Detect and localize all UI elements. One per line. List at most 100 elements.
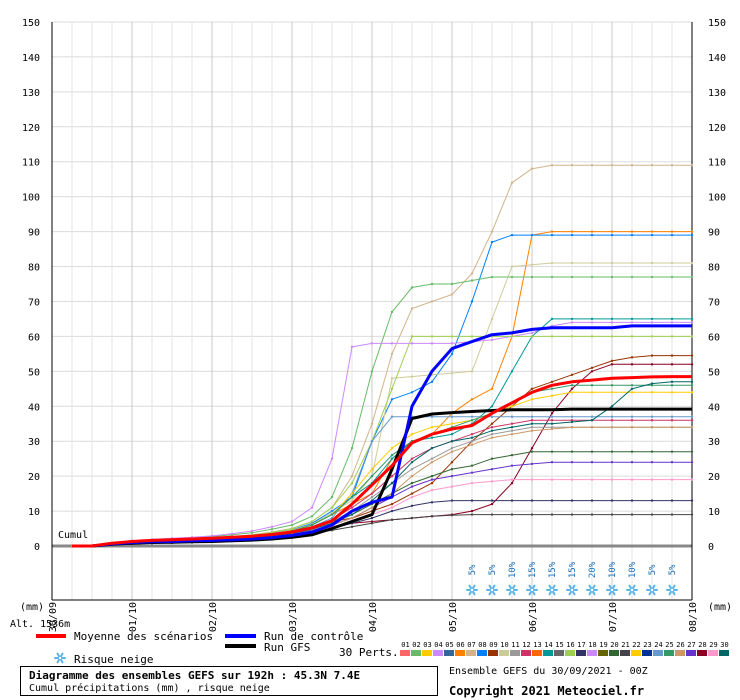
pert-swatch (686, 650, 696, 656)
series-point (490, 457, 494, 460)
series-point (430, 300, 434, 303)
chart-subtitle: Cumul précipitations (mm) , risque neige (29, 683, 270, 694)
series-point (450, 474, 454, 478)
x-tick-label: 03/10 (288, 602, 299, 632)
pert-swatch (642, 650, 652, 656)
series-point (610, 261, 614, 265)
series-point (650, 478, 654, 481)
series-point (450, 440, 454, 443)
series-point (590, 230, 594, 233)
y-tick-label-right: 40 (708, 402, 720, 413)
series-point (430, 515, 434, 518)
pert-number: 16 (566, 641, 574, 649)
pert-number: 25 (665, 641, 673, 649)
series-point (410, 492, 414, 495)
series-point (550, 460, 554, 464)
pert-swatch (675, 650, 685, 656)
series-point (630, 450, 634, 453)
series-point (590, 460, 594, 464)
pert-swatch (422, 650, 432, 656)
series-point (450, 371, 454, 375)
series-point (370, 440, 374, 443)
series-point (530, 415, 534, 418)
series-point (410, 286, 414, 289)
pert-swatch (653, 650, 663, 656)
series-point (650, 230, 654, 233)
series-point (430, 474, 434, 478)
series-point (570, 391, 574, 394)
series-point (510, 335, 514, 338)
series-point (490, 436, 494, 439)
series-point (650, 335, 654, 338)
series-point (570, 261, 574, 265)
series-point (610, 317, 614, 321)
y-tick-label-right: 80 (708, 263, 720, 274)
series-point (550, 426, 554, 429)
series-point (570, 317, 574, 321)
series-point (230, 532, 234, 535)
x-tick-label: 02/10 (208, 602, 219, 632)
series-point (550, 275, 554, 279)
snowflake-icon (486, 584, 498, 596)
y-tick-label-left: 80 (28, 263, 40, 274)
snow-risk-label: 15% (528, 561, 538, 578)
series-point (430, 501, 434, 504)
series-point (490, 317, 494, 321)
series-point (370, 492, 374, 495)
series-point (310, 515, 314, 518)
series-point (510, 370, 514, 373)
series-point (510, 478, 514, 481)
snowflake-icon (626, 584, 638, 596)
pert-swatch (477, 650, 487, 656)
series-point (570, 513, 574, 516)
series-point (590, 478, 594, 481)
series-point (630, 391, 634, 394)
series-point (510, 422, 514, 425)
series-point (290, 527, 294, 530)
series-point (550, 164, 554, 167)
pert-swatch (433, 650, 443, 656)
pert-swatch (565, 650, 575, 656)
pert-number: 08 (478, 641, 486, 649)
series-point (390, 506, 394, 509)
snowflake-icon (54, 652, 66, 664)
series-point (550, 427, 554, 431)
series-point (390, 342, 394, 345)
series-point (650, 233, 654, 237)
series-point (650, 426, 654, 429)
series-point (530, 233, 534, 237)
series-point (430, 342, 434, 345)
series-point (570, 499, 574, 502)
pert-swatch (455, 650, 465, 656)
series-point (390, 398, 394, 401)
series-point (450, 514, 454, 517)
x-tick-label: 30/09 (48, 602, 59, 632)
series-point (250, 531, 254, 534)
series-point (350, 474, 354, 478)
series-point (590, 391, 594, 394)
snow-risk-markers: 5% 5% 10% 15% 15% 15% 20% 10% 10% 5% 5% (466, 561, 678, 596)
series-point (590, 321, 594, 324)
series-point (590, 233, 594, 237)
series-point (630, 164, 634, 167)
y-tick-label-left: 50 (28, 367, 40, 378)
series-point (390, 377, 394, 380)
pert-number: 30 (720, 641, 728, 649)
series-point (350, 513, 354, 516)
series-point (470, 415, 474, 418)
series-point (510, 429, 514, 432)
series-point (570, 478, 574, 481)
series-point (650, 317, 654, 321)
series-point (570, 387, 574, 390)
series-point (670, 261, 674, 265)
series-point (310, 506, 314, 509)
series-point (530, 426, 534, 429)
series-point (630, 230, 634, 233)
series-point (670, 317, 674, 321)
series-point (390, 509, 394, 513)
series-point (570, 335, 574, 338)
series-point (570, 230, 574, 233)
series-point (210, 534, 214, 538)
pert-swatch (697, 650, 707, 656)
series-point (530, 275, 534, 279)
